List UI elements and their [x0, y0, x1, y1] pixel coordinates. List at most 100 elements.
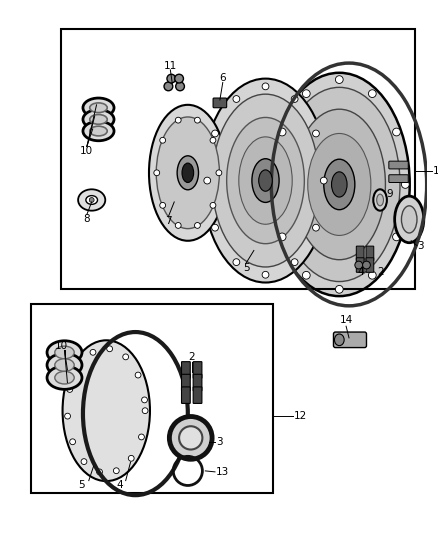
Ellipse shape [259, 170, 272, 191]
Ellipse shape [395, 196, 424, 243]
Text: 4: 4 [117, 480, 123, 490]
Text: 5: 5 [243, 263, 249, 273]
Circle shape [262, 271, 269, 278]
Circle shape [70, 439, 75, 445]
Circle shape [302, 90, 310, 98]
FancyBboxPatch shape [356, 246, 364, 261]
Ellipse shape [324, 159, 355, 209]
Ellipse shape [149, 105, 226, 241]
Circle shape [402, 181, 409, 188]
Ellipse shape [47, 366, 82, 389]
Text: 1: 1 [433, 166, 438, 176]
Text: 7: 7 [165, 216, 172, 227]
Ellipse shape [90, 126, 107, 136]
Circle shape [291, 259, 298, 265]
FancyBboxPatch shape [181, 362, 190, 378]
Circle shape [392, 128, 400, 136]
Circle shape [167, 74, 176, 83]
Circle shape [368, 271, 376, 279]
Ellipse shape [83, 122, 114, 141]
Text: 6: 6 [219, 72, 226, 83]
FancyBboxPatch shape [181, 387, 190, 403]
Circle shape [76, 364, 82, 370]
Circle shape [262, 83, 269, 90]
FancyBboxPatch shape [389, 161, 408, 169]
Circle shape [210, 138, 216, 143]
Circle shape [278, 128, 286, 136]
FancyBboxPatch shape [366, 258, 374, 272]
Ellipse shape [55, 372, 74, 384]
Circle shape [160, 203, 166, 208]
Circle shape [336, 286, 343, 293]
Text: 13: 13 [216, 467, 230, 477]
Text: 2: 2 [188, 352, 195, 362]
Circle shape [113, 468, 119, 474]
Circle shape [204, 177, 211, 184]
Circle shape [65, 413, 71, 419]
Ellipse shape [47, 353, 82, 377]
Ellipse shape [170, 416, 212, 459]
Ellipse shape [90, 103, 107, 112]
FancyBboxPatch shape [193, 374, 202, 391]
Ellipse shape [402, 206, 417, 233]
Circle shape [269, 181, 277, 188]
Text: 4: 4 [357, 267, 364, 277]
Circle shape [392, 233, 400, 241]
Ellipse shape [90, 115, 107, 124]
Circle shape [138, 434, 145, 440]
Circle shape [135, 372, 141, 378]
Ellipse shape [55, 346, 74, 359]
Circle shape [368, 90, 376, 98]
Circle shape [336, 76, 343, 84]
Text: 11: 11 [164, 61, 177, 71]
Circle shape [97, 469, 102, 475]
Ellipse shape [226, 117, 304, 244]
Circle shape [176, 82, 184, 91]
Text: 12: 12 [294, 410, 307, 421]
Circle shape [81, 459, 87, 465]
Ellipse shape [83, 98, 114, 117]
Circle shape [90, 350, 96, 355]
Circle shape [154, 170, 160, 176]
Circle shape [302, 271, 310, 279]
Text: 3: 3 [417, 240, 424, 251]
FancyBboxPatch shape [356, 258, 364, 272]
Circle shape [128, 455, 134, 461]
Circle shape [233, 95, 240, 102]
FancyBboxPatch shape [366, 246, 374, 261]
Text: 9: 9 [386, 189, 393, 199]
Circle shape [89, 198, 94, 203]
Ellipse shape [182, 163, 194, 182]
Ellipse shape [332, 172, 347, 197]
Circle shape [320, 177, 327, 184]
Circle shape [216, 170, 222, 176]
Ellipse shape [156, 117, 219, 229]
Circle shape [233, 259, 240, 265]
Ellipse shape [212, 94, 319, 267]
Text: 14: 14 [339, 316, 353, 325]
Circle shape [212, 224, 219, 231]
Ellipse shape [179, 426, 202, 449]
Ellipse shape [252, 159, 279, 203]
Circle shape [355, 261, 363, 269]
Text: 2: 2 [377, 267, 383, 277]
FancyBboxPatch shape [181, 374, 190, 391]
Circle shape [142, 408, 148, 414]
Ellipse shape [279, 87, 400, 281]
FancyBboxPatch shape [213, 98, 226, 108]
Ellipse shape [202, 78, 328, 282]
Circle shape [212, 130, 219, 137]
Circle shape [67, 386, 73, 392]
Ellipse shape [335, 334, 344, 345]
Circle shape [107, 346, 113, 352]
Circle shape [164, 82, 173, 91]
Text: 5: 5 [78, 480, 85, 490]
Circle shape [194, 117, 200, 123]
Circle shape [160, 138, 166, 143]
FancyBboxPatch shape [333, 332, 367, 348]
Circle shape [313, 224, 319, 231]
Ellipse shape [63, 340, 150, 481]
Circle shape [363, 261, 371, 269]
Ellipse shape [293, 109, 385, 260]
FancyBboxPatch shape [389, 175, 408, 182]
